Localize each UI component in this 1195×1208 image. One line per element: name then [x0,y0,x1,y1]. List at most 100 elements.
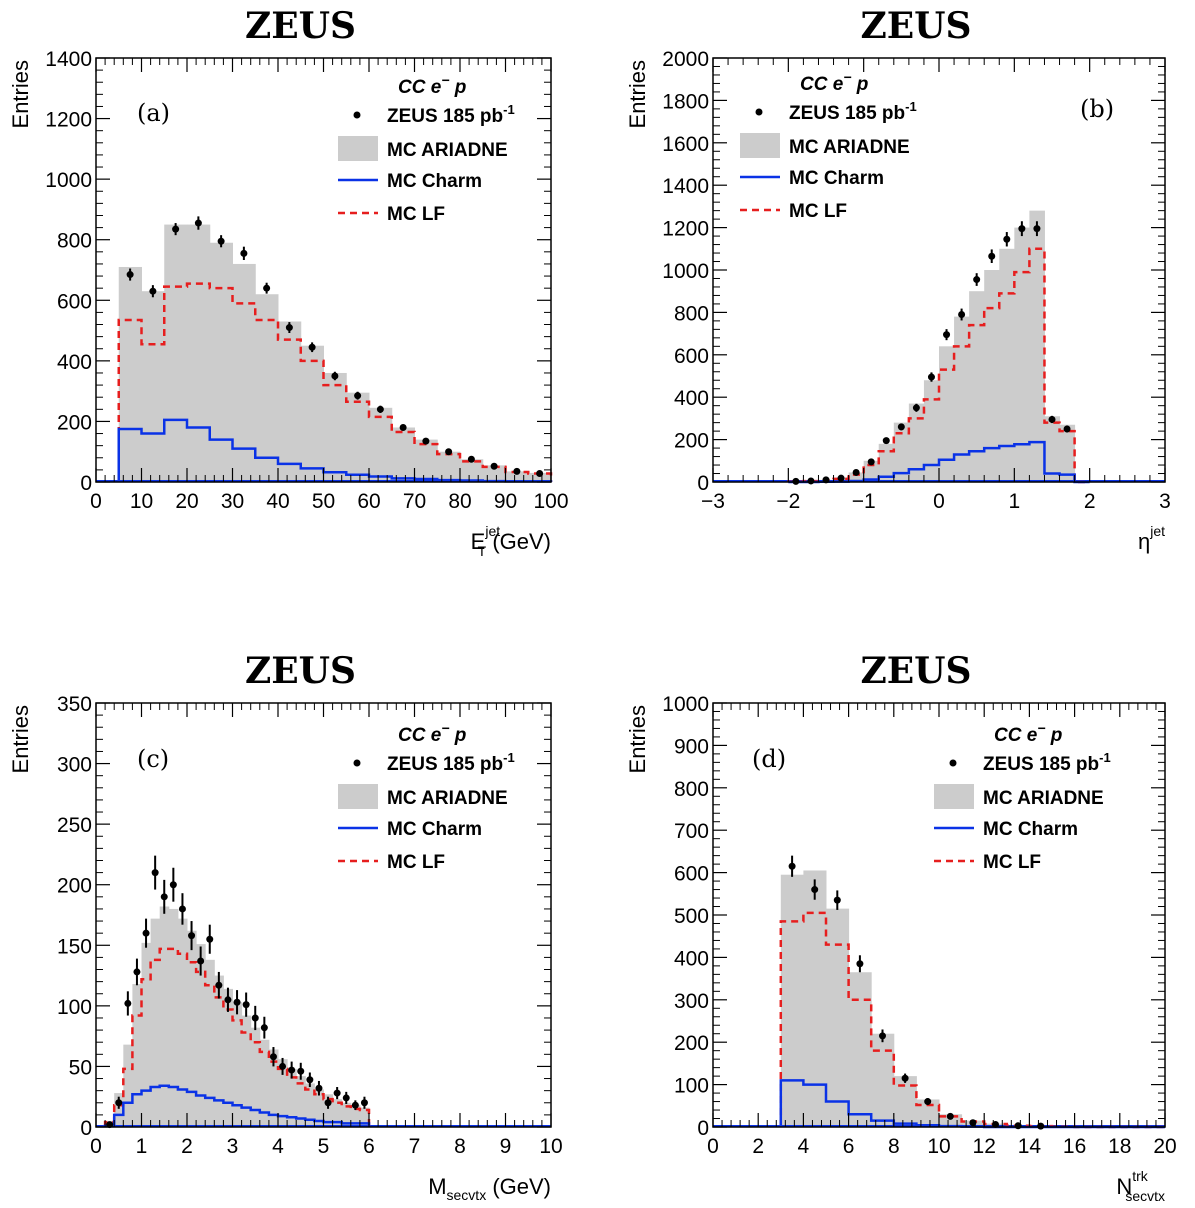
y-tick-label: 1200 [662,218,709,241]
x-tick-label: 80 [448,490,471,513]
y-tick-label: 100 [57,996,92,1019]
mc-ariadne-bar [241,1015,252,1127]
x-tick-label: 8 [888,1135,900,1158]
y-tick-label: 1600 [662,133,709,156]
data-point [988,252,996,260]
data-point [306,1076,314,1084]
legend-data-marker [353,759,361,767]
data-point [188,932,196,940]
data-point [151,869,159,877]
data-point [242,1001,250,1009]
data-point [445,448,453,456]
legend-mc-charm-label: MC Charm [983,819,1078,840]
y-tick-label: 600 [57,290,92,313]
y-tick-label: 350 [57,693,92,716]
legend-process: CC e− p [800,69,868,95]
y-axis-label: Entries [8,60,33,128]
data-point [422,437,430,445]
mc-ariadne-bar [923,380,940,482]
mc-ariadne-bar [369,407,393,482]
y-tick-label: 200 [57,411,92,434]
legend-process: CC e− p [398,720,466,746]
mc-ariadne-bar [223,988,233,1127]
mc-ariadne-bar [259,1039,270,1127]
mc-ariadne-bar [969,291,985,482]
y-tick-label: 800 [674,778,709,801]
data-point [536,470,544,478]
y-tick-label: 200 [674,430,709,453]
x-tick-label: 50 [312,490,335,513]
data-point [288,1066,296,1074]
data-point [856,960,864,968]
mc-lf-line [779,911,1165,1129]
y-tick-label: 0 [697,1117,709,1140]
y-axis-label: Entries [625,60,650,128]
data-point [197,957,205,965]
x-tick-label: 40 [266,490,289,513]
x-tick-label: 70 [403,490,426,513]
mc-ariadne-bar [878,443,895,482]
data-point [342,1094,350,1102]
mc-ariadne-bar [482,465,506,482]
mc-lf-line [787,247,1090,484]
y-tick-label: 1400 [662,175,709,198]
data-point [126,271,134,279]
data-point [217,237,225,245]
y-tick-label: 300 [57,754,92,777]
data-point [1063,425,1071,433]
data-point [297,1067,305,1075]
x-tick-label: 90 [494,490,517,513]
data-point [260,1024,268,1032]
data-point [1037,1122,1045,1130]
legend-mc-ariadne-label: MC ARIADNE [789,137,910,158]
data-point [354,392,362,400]
x-tick-label: 14 [1018,1135,1042,1158]
mc-ariadne-bar [346,392,370,482]
mc-ariadne-bar [278,321,302,482]
mc-ariadne-bar [332,1099,343,1127]
data-point [958,311,966,319]
data-point [315,1084,323,1092]
data-point [308,343,316,351]
mc-ariadne-bar [300,345,324,482]
y-tick-label: 1800 [662,90,709,113]
x-tick-label: 10 [130,490,153,513]
data-point [1018,225,1026,233]
chart-title: ZEUS [860,650,971,692]
mc-ariadne-bar [196,944,206,1127]
chart-title: ZEUS [245,5,356,47]
mc-ariadne-bar [232,1002,243,1127]
legend-mc-lf-label: MC LF [387,204,445,225]
x-tick-label: 2 [181,1135,193,1158]
data-point [1033,225,1041,233]
y-tick-label: 150 [57,935,92,958]
data-point [467,455,475,463]
x-tick-label: 12 [973,1135,996,1158]
x-tick-label: 4 [272,1135,284,1158]
y-tick-label: 2000 [662,48,709,71]
mc-ariadne-bar [391,427,415,482]
panel-label: (b) [1080,95,1114,123]
mc-ariadne-bar [255,294,279,482]
data-point [333,1089,341,1097]
legend-mc-ariadne-label: MC ARIADNE [387,788,508,809]
x-axis-label: Ntrk secvtx [1116,1168,1165,1204]
data-point [490,462,498,470]
data-point [879,1032,886,1040]
data-point [160,893,168,901]
mc-ariadne-bar [268,1049,279,1127]
mc-ariadne-bar [187,930,197,1127]
chart-title: ZEUS [245,650,356,692]
data-point [263,284,271,292]
mc-ariadne-bar [341,1102,352,1127]
data-point [897,423,905,431]
data-point [882,437,890,445]
panel-label: (a) [137,99,170,127]
x-tick-label: 0 [707,1135,719,1158]
data-point [946,1112,954,1120]
mc-ariadne-bar [1029,210,1045,482]
x-tick-label: −1 [852,490,876,513]
y-tick-label: 1000 [662,693,709,716]
x-tick-label: −2 [776,490,800,513]
y-tick-label: 800 [674,302,709,325]
